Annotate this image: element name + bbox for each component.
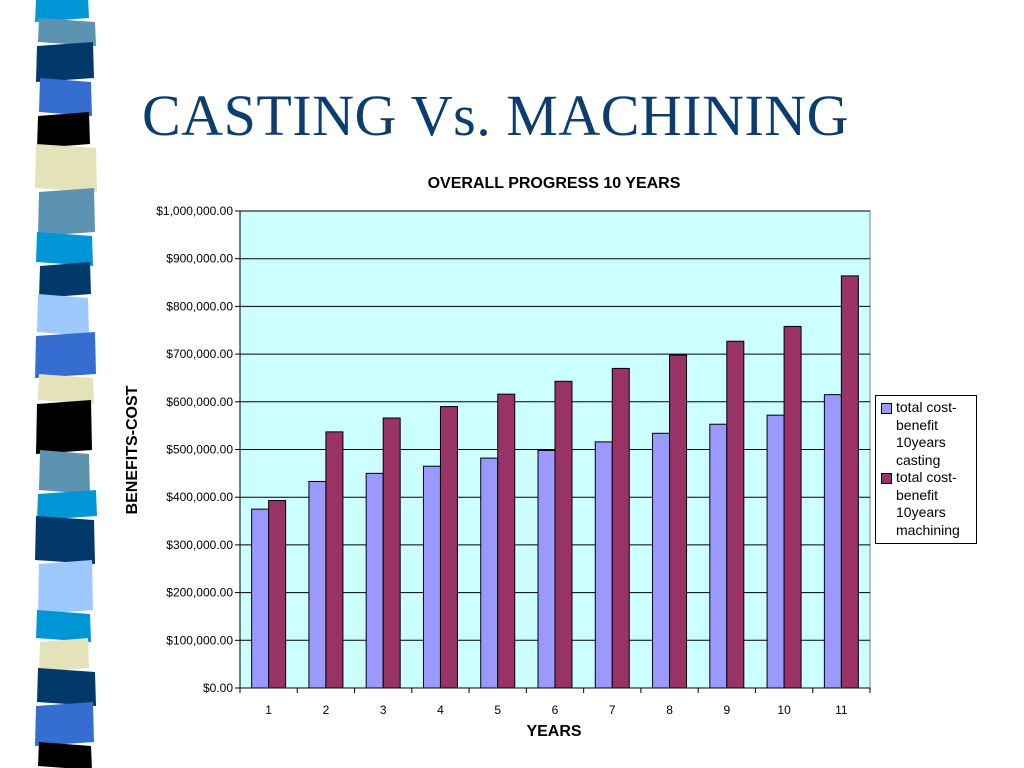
chart-legend: total cost-benefit 10years casting total… bbox=[875, 395, 977, 544]
legend-swatch-machining bbox=[881, 473, 892, 484]
bar-machining bbox=[726, 340, 745, 689]
bar-casting bbox=[422, 465, 441, 689]
y-tick-label: $700,000.00 bbox=[166, 347, 233, 361]
decorative-band bbox=[38, 374, 94, 404]
decorative-band bbox=[36, 400, 92, 454]
x-tick-label: 3 bbox=[380, 703, 387, 717]
y-tick-label: $1,000,000.00 bbox=[156, 204, 233, 218]
decorative-band bbox=[39, 450, 90, 494]
decorative-band bbox=[38, 742, 92, 768]
bar-machining bbox=[382, 417, 401, 689]
y-tick-label: $500,000.00 bbox=[166, 443, 233, 457]
x-axis-label: YEARS bbox=[526, 723, 581, 740]
decorative-band bbox=[38, 560, 93, 614]
bar-machining bbox=[611, 367, 630, 689]
decorative-band bbox=[39, 262, 91, 298]
decorative-band bbox=[35, 144, 97, 192]
x-tick-label: 4 bbox=[437, 703, 444, 717]
bar-casting bbox=[537, 449, 556, 689]
bar-machining bbox=[669, 354, 688, 689]
y-tick-label: $900,000.00 bbox=[166, 252, 233, 266]
bar-casting bbox=[709, 423, 728, 689]
y-axis-label: BENEFITS-COST bbox=[124, 385, 141, 514]
bar-machining bbox=[325, 431, 344, 689]
bar-machining bbox=[268, 500, 287, 689]
y-tick-label: $400,000.00 bbox=[166, 490, 233, 504]
x-tick-label: 9 bbox=[723, 703, 730, 717]
bar-chart: OVERALL PROGRESS 10 YEARS $0.00 $100,000.0… bbox=[124, 175, 871, 740]
bar-casting bbox=[652, 432, 671, 689]
chart-title: OVERALL PROGRESS 10 YEARS bbox=[428, 175, 681, 192]
x-tick-label: 8 bbox=[666, 703, 673, 717]
bar-casting bbox=[365, 472, 384, 689]
decorative-band bbox=[37, 490, 97, 520]
decorative-band bbox=[38, 188, 95, 236]
decorative-band bbox=[35, 0, 89, 22]
bar-machining bbox=[783, 325, 802, 689]
decorative-band bbox=[39, 78, 92, 116]
decorative-band bbox=[36, 232, 93, 266]
y-tick-label: $0.00 bbox=[203, 681, 233, 695]
x-tick-label: 1 bbox=[265, 703, 272, 717]
bar-casting bbox=[308, 480, 327, 689]
x-tick-label: 11 bbox=[835, 703, 848, 717]
legend-label-casting: total cost-benefit 10years casting bbox=[896, 399, 957, 468]
x-tick-label: 5 bbox=[494, 703, 501, 717]
decorative-band bbox=[35, 332, 96, 378]
bar-machining bbox=[439, 406, 458, 689]
y-tick-label: $300,000.00 bbox=[166, 538, 233, 552]
decorative-band bbox=[37, 112, 90, 148]
y-tick-label: $800,000.00 bbox=[166, 299, 233, 313]
bar-casting bbox=[766, 414, 785, 689]
x-tick-label: 7 bbox=[609, 703, 616, 717]
bar-machining bbox=[497, 393, 516, 689]
decorative-band bbox=[36, 610, 91, 642]
decorative-band-strip bbox=[35, 0, 97, 768]
decorative-band bbox=[38, 18, 96, 46]
legend-item-machining: total cost-benefit 10years machining bbox=[880, 469, 972, 539]
legend-swatch-casting bbox=[881, 403, 892, 414]
decorative-band bbox=[35, 702, 94, 746]
x-tick-label: 2 bbox=[323, 703, 330, 717]
decorative-band bbox=[37, 294, 89, 336]
x-tick-label: 10 bbox=[777, 703, 791, 717]
bar-machining bbox=[554, 380, 573, 689]
y-tick-label: $100,000.00 bbox=[166, 633, 233, 647]
bar-casting bbox=[251, 508, 270, 689]
decorative-band bbox=[35, 516, 95, 564]
y-tick-label: $200,000.00 bbox=[166, 586, 233, 600]
decorative-band bbox=[36, 42, 94, 82]
bar-casting bbox=[823, 394, 842, 689]
x-tick-label: 6 bbox=[552, 703, 559, 717]
legend-label-machining: total cost-benefit 10years machining bbox=[896, 469, 960, 538]
legend-item-casting: total cost-benefit 10years casting bbox=[880, 399, 972, 469]
decorative-band bbox=[37, 668, 96, 706]
bar-casting bbox=[594, 441, 613, 689]
slide-title: CASTING Vs. MACHINING bbox=[142, 83, 850, 148]
bar-machining bbox=[840, 275, 859, 689]
y-tick-label: $600,000.00 bbox=[166, 395, 233, 409]
bar-casting bbox=[480, 457, 499, 689]
decorative-band bbox=[39, 638, 89, 672]
